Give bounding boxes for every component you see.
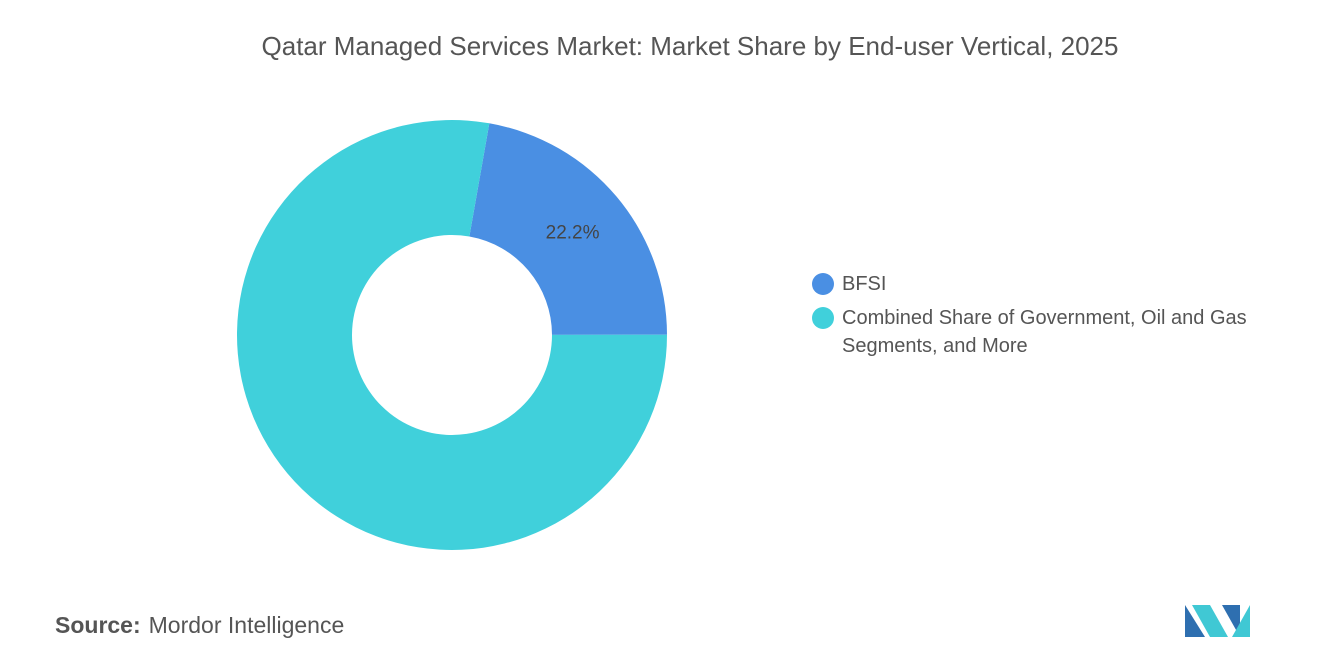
- legend: BFSI Combined Share of Government, Oil an…: [812, 270, 1312, 366]
- legend-swatch: [812, 273, 834, 295]
- legend-item: BFSI: [812, 270, 1312, 298]
- legend-item: Combined Share of Government, Oil and Ga…: [812, 304, 1312, 360]
- donut-slice: [237, 120, 668, 551]
- legend-swatch: [812, 307, 834, 329]
- logo: [1185, 605, 1250, 637]
- source: Mordor Intelligence: [148, 612, 345, 638]
- donut-slice: [469, 123, 667, 335]
- footer: Source: Mordor Intelligence: [55, 612, 344, 639]
- legend-label: BFSI: [842, 273, 887, 295]
- source-label: Source:: [55, 612, 141, 638]
- chart-title: Qatar Managed Services Market: Market Sh…: [262, 31, 1119, 61]
- data-label: 22.2%: [546, 223, 600, 244]
- legend-label: Combined Share of Government, Oil and Ga…: [842, 307, 1247, 357]
